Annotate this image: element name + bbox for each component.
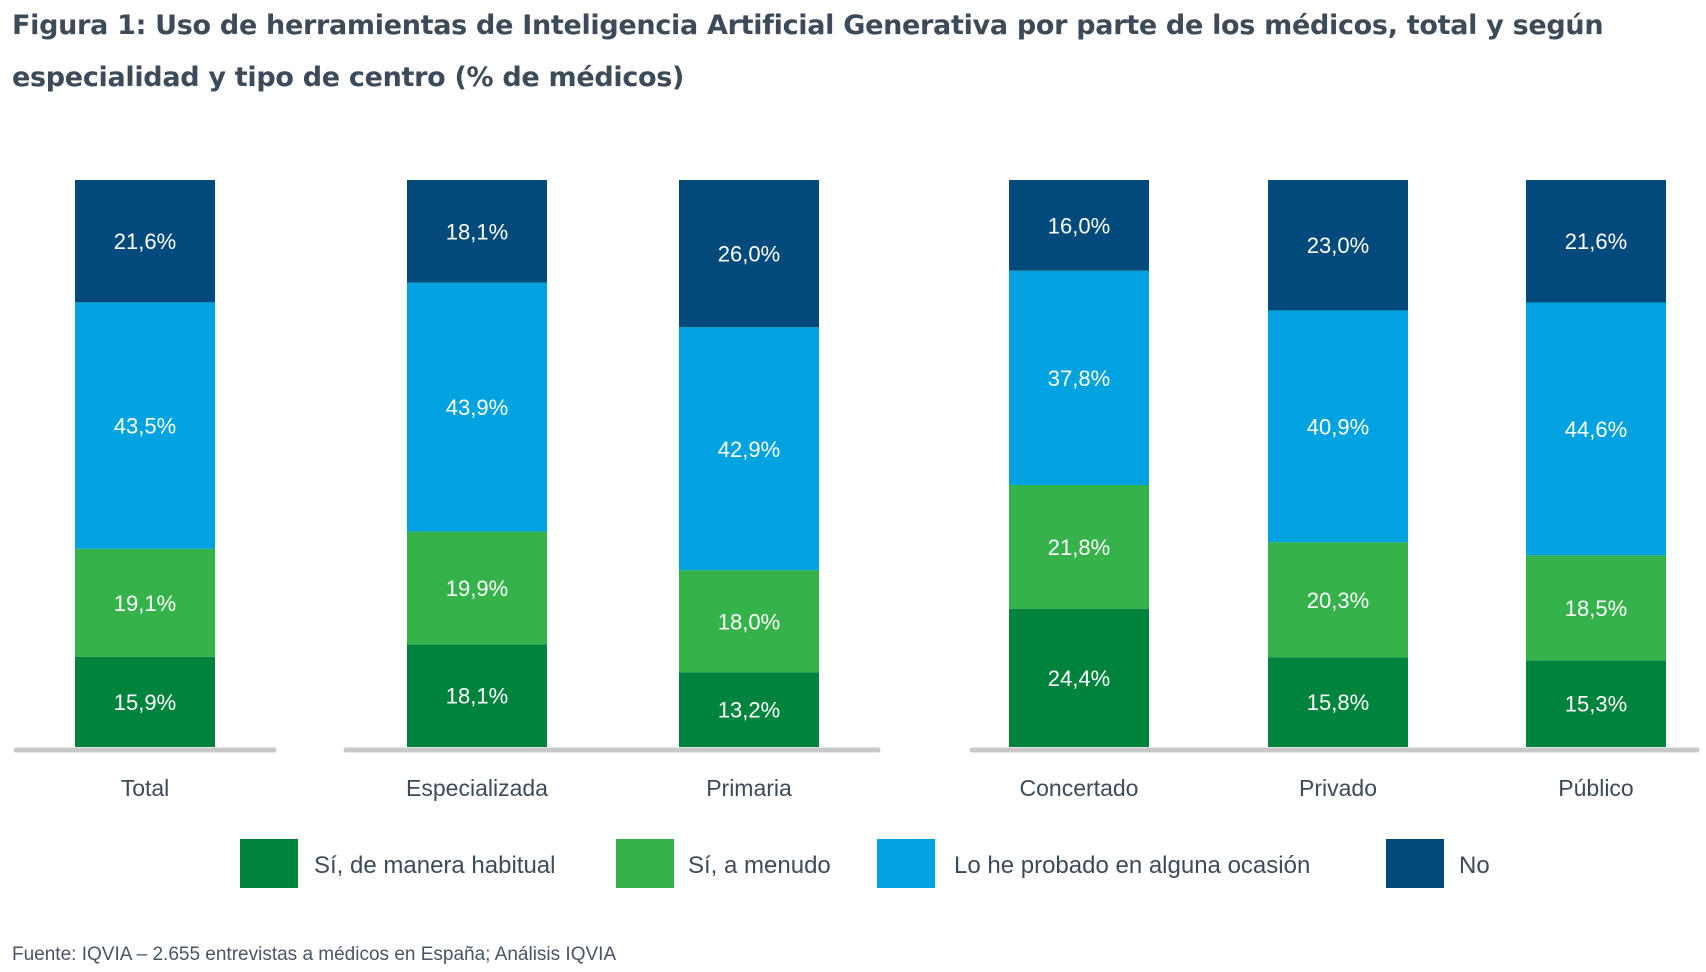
legend-label: Sí, a menudo bbox=[688, 852, 831, 879]
data-label: 23,0% bbox=[1307, 233, 1369, 258]
data-label: 16,0% bbox=[1048, 213, 1110, 238]
bar-segment bbox=[407, 644, 547, 747]
bar-segment bbox=[407, 282, 547, 532]
data-label: 15,9% bbox=[114, 690, 176, 715]
legend-label: Lo he probado en alguna ocasión bbox=[954, 852, 1310, 879]
data-label: 42,9% bbox=[718, 437, 780, 462]
data-label: 15,8% bbox=[1307, 690, 1369, 715]
bar-segment bbox=[1526, 302, 1666, 556]
bar-segment bbox=[1009, 270, 1149, 486]
bar-segment bbox=[679, 327, 819, 571]
legend-label: No bbox=[1459, 852, 1490, 879]
data-label: 18,1% bbox=[446, 219, 508, 244]
legend-swatch bbox=[240, 839, 298, 888]
bar-segment bbox=[1526, 555, 1666, 661]
bar-segment bbox=[407, 180, 547, 283]
bar-segment bbox=[75, 180, 215, 303]
data-label: 43,9% bbox=[446, 395, 508, 420]
bar-segment bbox=[1526, 660, 1666, 747]
bar-segment bbox=[1009, 180, 1149, 271]
bar-segment bbox=[1268, 180, 1408, 311]
data-label: 43,5% bbox=[114, 414, 176, 439]
bar-segment bbox=[1526, 180, 1666, 303]
data-label: 44,6% bbox=[1565, 417, 1627, 442]
bar-segment bbox=[75, 656, 215, 747]
bar-segment bbox=[75, 302, 215, 549]
data-label: 19,9% bbox=[446, 576, 508, 601]
legend-label: Sí, de manera habitual bbox=[314, 852, 556, 879]
legend-swatch bbox=[877, 839, 935, 888]
data-label: 24,4% bbox=[1048, 666, 1110, 691]
data-label: 13,2% bbox=[718, 698, 780, 723]
legend-swatch bbox=[616, 839, 674, 888]
bar-segment bbox=[679, 180, 819, 328]
category-label: Público bbox=[1558, 775, 1633, 801]
data-label: 18,0% bbox=[718, 609, 780, 634]
data-label: 19,1% bbox=[114, 591, 176, 616]
bar-segment bbox=[679, 570, 819, 673]
bar-segment bbox=[1268, 657, 1408, 747]
data-label: 26,0% bbox=[718, 242, 780, 267]
bar-segment bbox=[679, 672, 819, 747]
data-label: 18,5% bbox=[1565, 596, 1627, 621]
bar-segment bbox=[1009, 485, 1149, 609]
data-label: 15,3% bbox=[1565, 692, 1627, 717]
bar-segment bbox=[75, 548, 215, 657]
source-note: Fuente: IQVIA – 2.655 entrevistas a médi… bbox=[12, 944, 617, 965]
category-label: Privado bbox=[1299, 775, 1377, 801]
bar-segment bbox=[1268, 542, 1408, 658]
data-label: 18,1% bbox=[446, 684, 508, 709]
legend-swatch bbox=[1386, 839, 1444, 888]
category-label: Total bbox=[121, 775, 170, 801]
category-label: Especializada bbox=[406, 775, 548, 801]
data-label: 21,6% bbox=[1565, 229, 1627, 254]
chart-title: Figura 1: Uso de herramientas de Intelig… bbox=[12, 10, 1604, 93]
data-label: 21,8% bbox=[1048, 535, 1110, 560]
bar-segment bbox=[407, 531, 547, 645]
bar-segment bbox=[1268, 310, 1408, 543]
category-label: Concertado bbox=[1020, 775, 1139, 801]
category-label: Primaria bbox=[706, 775, 792, 801]
data-label: 20,3% bbox=[1307, 588, 1369, 613]
data-label: 40,9% bbox=[1307, 414, 1369, 439]
data-label: 37,8% bbox=[1048, 366, 1110, 391]
data-label: 21,6% bbox=[114, 229, 176, 254]
bar-segment bbox=[1009, 608, 1149, 747]
